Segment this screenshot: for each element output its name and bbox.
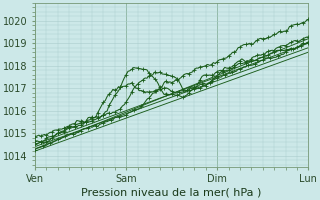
X-axis label: Pression niveau de la mer( hPa ): Pression niveau de la mer( hPa ) (82, 187, 262, 197)
